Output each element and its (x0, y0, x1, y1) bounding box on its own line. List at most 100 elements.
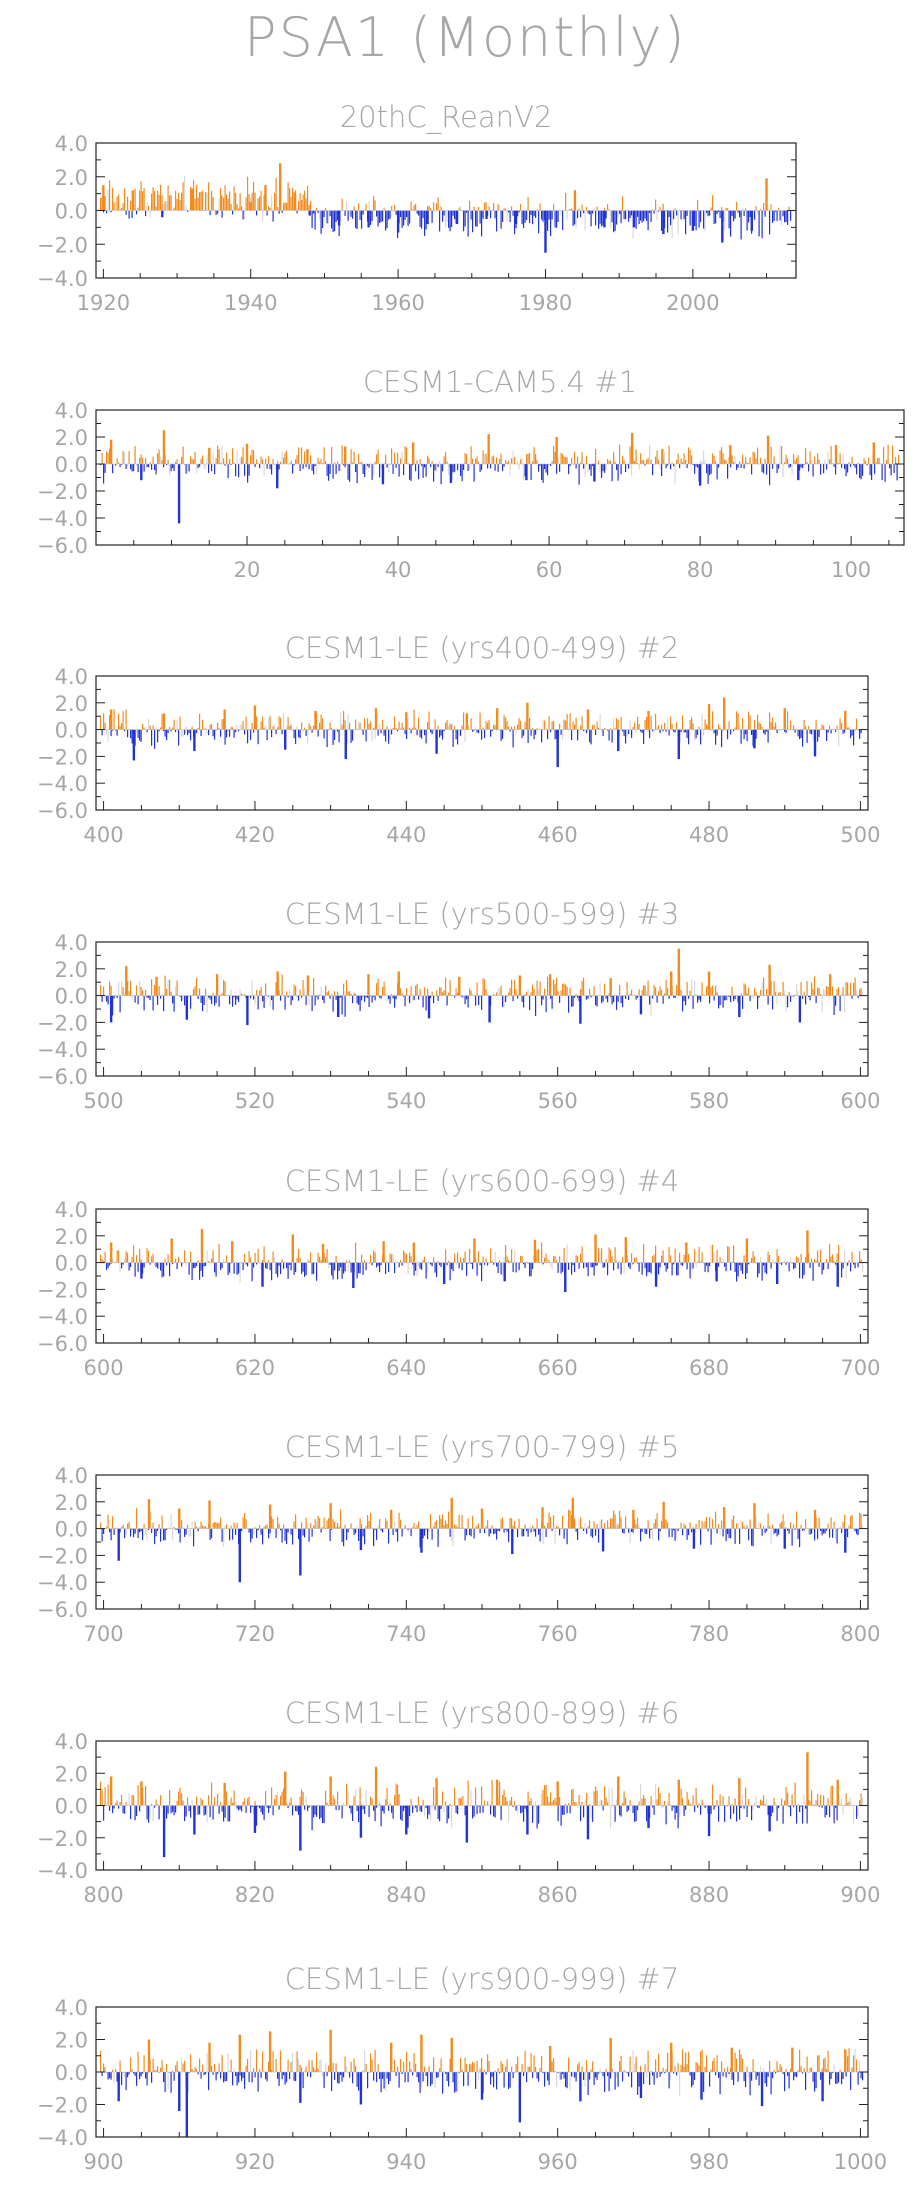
bar (320, 210, 322, 234)
bar (230, 203, 232, 211)
bar (844, 995, 846, 1013)
bar (796, 1256, 798, 1263)
bar (161, 714, 163, 730)
bar (445, 1801, 447, 1806)
bar (368, 995, 370, 1008)
chart-title: CESM1-LE (yrs500-599) #3 (285, 897, 680, 931)
bar (592, 1805, 594, 1822)
bar (466, 210, 468, 213)
bar (764, 1804, 766, 1806)
bar (139, 457, 141, 464)
bar (758, 995, 760, 998)
bar (698, 1803, 700, 1806)
bar (386, 210, 388, 229)
bar (178, 192, 180, 211)
bar (577, 2064, 579, 2072)
bar (592, 1528, 594, 1538)
bar (631, 210, 633, 216)
bar (692, 1527, 694, 1529)
bar (653, 2072, 655, 2085)
plot-frame (95, 409, 905, 546)
bar (136, 729, 138, 733)
bar (134, 446, 136, 464)
bar (185, 1262, 187, 1266)
bar (274, 192, 276, 211)
bar (719, 727, 721, 730)
bar (847, 2056, 849, 2072)
bar (703, 1802, 705, 1806)
bar (643, 2072, 645, 2084)
bar (829, 1805, 831, 1818)
bar (752, 210, 754, 219)
bar (505, 1797, 507, 1806)
bar (112, 729, 114, 731)
y-tick-label: −4.0 (37, 1305, 88, 1329)
bar (529, 1525, 531, 1529)
bar (295, 986, 297, 996)
bar (389, 2072, 391, 2082)
bar (644, 719, 646, 730)
bar (271, 729, 273, 738)
bar (502, 729, 504, 739)
bar (340, 712, 342, 730)
bar (797, 991, 799, 996)
bar (854, 1262, 856, 1269)
bar (283, 713, 285, 730)
bar (727, 464, 729, 479)
bar (586, 729, 588, 734)
bar (554, 729, 556, 740)
bar (607, 204, 609, 211)
data-bar (662, 1501, 665, 1529)
bar (238, 1805, 240, 1811)
bar (536, 1250, 538, 1263)
y-tick-label: 0.0 (55, 719, 88, 743)
bar (545, 464, 547, 473)
bar (454, 1253, 456, 1263)
bar (386, 464, 388, 468)
bar (766, 1798, 768, 1806)
bar (437, 197, 439, 211)
bar (167, 1527, 169, 1529)
bar (761, 464, 763, 473)
bar (220, 1262, 222, 1271)
bar (223, 1805, 225, 1822)
bar (673, 1805, 675, 1808)
bar (539, 203, 541, 211)
bar (125, 2072, 127, 2091)
bar (260, 190, 262, 211)
bar (226, 1255, 228, 1263)
bar (269, 1262, 271, 1271)
bar (547, 210, 549, 231)
bar (494, 1251, 496, 1263)
bar (580, 1517, 582, 1529)
bar (745, 2072, 747, 2088)
bar (718, 1805, 720, 1822)
bar (793, 1262, 795, 1270)
bar (268, 206, 270, 211)
y-tick-label: 4.0 (55, 665, 88, 689)
bar (740, 993, 742, 996)
bar (431, 1262, 433, 1267)
bar (376, 1805, 378, 1808)
bar (698, 1519, 700, 1529)
bar (496, 1528, 498, 1540)
bar (559, 723, 561, 730)
bar (335, 210, 337, 222)
bar (158, 194, 160, 211)
bar (259, 990, 261, 996)
bar (812, 2072, 814, 2082)
bar (320, 714, 322, 730)
bar (410, 1256, 412, 1263)
bar (533, 210, 535, 217)
bar (343, 464, 345, 466)
bar (136, 1805, 138, 1817)
bar (646, 716, 648, 730)
bar (400, 2059, 402, 2072)
bar (647, 458, 649, 464)
bar (734, 1528, 736, 1544)
bar (437, 464, 439, 467)
bar (242, 1517, 244, 1529)
bar (796, 728, 798, 730)
data-bar (397, 971, 400, 996)
bar (451, 724, 453, 730)
